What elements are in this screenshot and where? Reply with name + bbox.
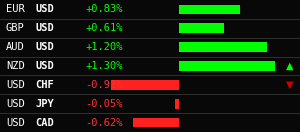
Text: EUR: EUR xyxy=(6,4,25,14)
Text: CHF: CHF xyxy=(36,80,55,90)
Text: USD: USD xyxy=(6,99,25,109)
Bar xyxy=(133,118,178,128)
Text: USD: USD xyxy=(36,4,55,14)
Text: +1.20%: +1.20% xyxy=(85,42,123,52)
Text: USD: USD xyxy=(6,118,25,128)
Text: GBP: GBP xyxy=(6,23,25,33)
Bar xyxy=(178,4,240,14)
Text: -0.05%: -0.05% xyxy=(85,99,123,109)
Bar xyxy=(111,80,178,90)
Text: -0.91%: -0.91% xyxy=(85,80,123,90)
Text: USD: USD xyxy=(36,61,55,71)
Text: USD: USD xyxy=(36,42,55,52)
Text: NZD: NZD xyxy=(6,61,25,71)
Text: -0.62%: -0.62% xyxy=(85,118,123,128)
Text: AUD: AUD xyxy=(6,42,25,52)
Text: USD: USD xyxy=(6,80,25,90)
Bar xyxy=(178,61,274,71)
Text: ▼: ▼ xyxy=(286,80,293,90)
Bar xyxy=(178,42,267,52)
Bar xyxy=(178,23,224,33)
Text: +1.30%: +1.30% xyxy=(85,61,123,71)
Bar xyxy=(175,99,178,109)
Text: +0.83%: +0.83% xyxy=(85,4,123,14)
Text: +0.61%: +0.61% xyxy=(85,23,123,33)
Text: CAD: CAD xyxy=(36,118,55,128)
Text: USD: USD xyxy=(36,23,55,33)
Text: ▲: ▲ xyxy=(286,61,293,71)
Text: JPY: JPY xyxy=(36,99,55,109)
